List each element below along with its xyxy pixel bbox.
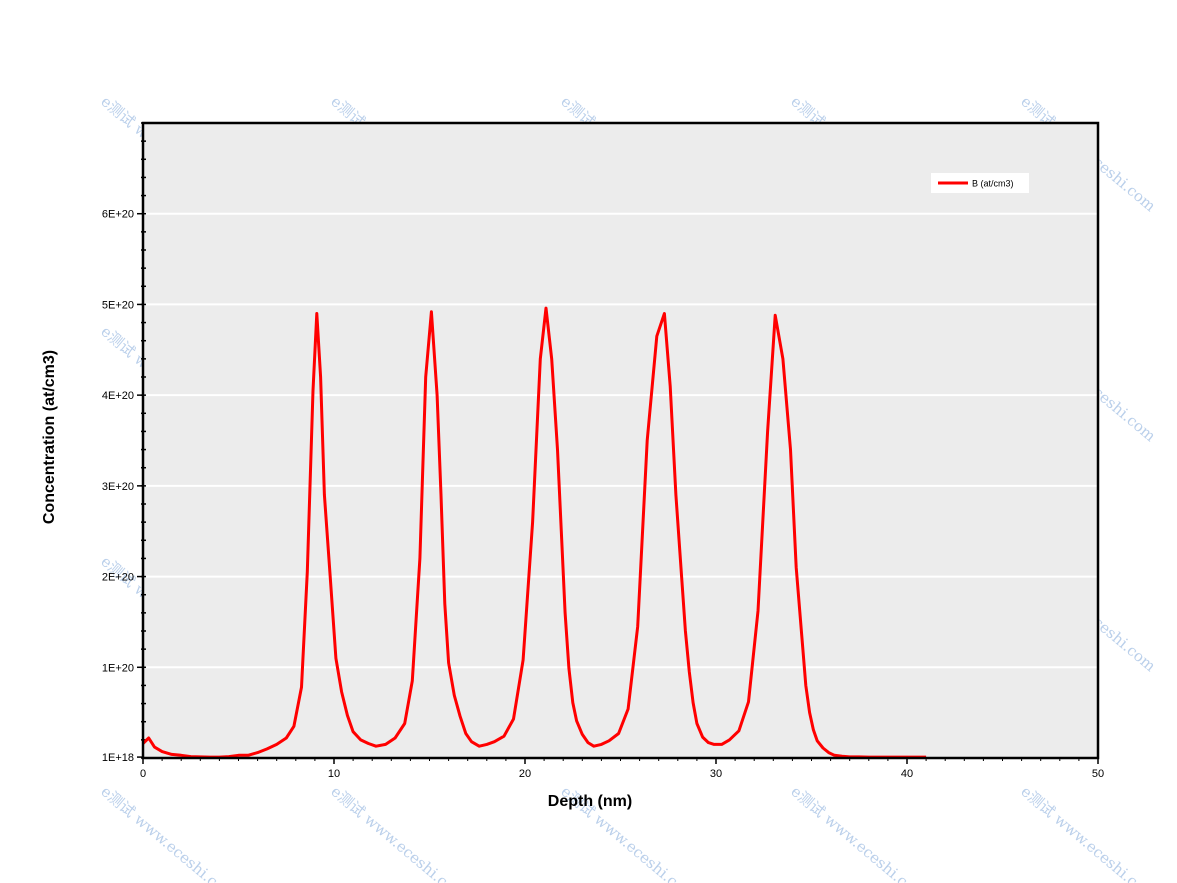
series-layer [141,306,927,759]
x-axis-title: Depth (nm) [548,793,632,810]
legend-box [931,173,1029,193]
x-tick-label: 10 [328,768,340,780]
y-tick-label: 3E+20 [102,481,134,493]
watermark-text: e测试 www.eceshi.com [1017,782,1159,883]
watermark-text: e测试 www.eceshi.com [97,782,239,883]
y-tick-label: 1E+20 [102,662,134,674]
y-tick-label: 6E+20 [102,209,134,221]
y-tick-label: 5E+20 [102,299,134,311]
x-tick-label: 0 [140,768,146,780]
series-line [141,306,927,759]
x-tick-label: 30 [710,768,722,780]
x-tick-label: 40 [901,768,913,780]
y-tick-label: 4E+20 [102,390,134,402]
y-tick-label: 1E+18 [102,752,134,764]
plot-area [143,123,1098,758]
legend: B (at/cm3) [931,173,1029,193]
y-axis-title: Concentration (at/cm3) [41,350,58,524]
watermark-text: e测试 www.eceshi.com [787,782,929,883]
x-axis: 0 10 20 30 40 50 [140,758,1104,780]
y-axis: 1E+18 1E+20 2E+20 3E+20 4E+20 5E+20 6E+20 [102,209,143,764]
legend-label: B (at/cm3) [972,179,1014,189]
watermark-text: e测试 www.eceshi.com [327,782,469,883]
x-tick-label: 50 [1092,768,1104,780]
x-tick-label: 20 [519,768,531,780]
y-tick-label: 2E+20 [102,572,134,584]
